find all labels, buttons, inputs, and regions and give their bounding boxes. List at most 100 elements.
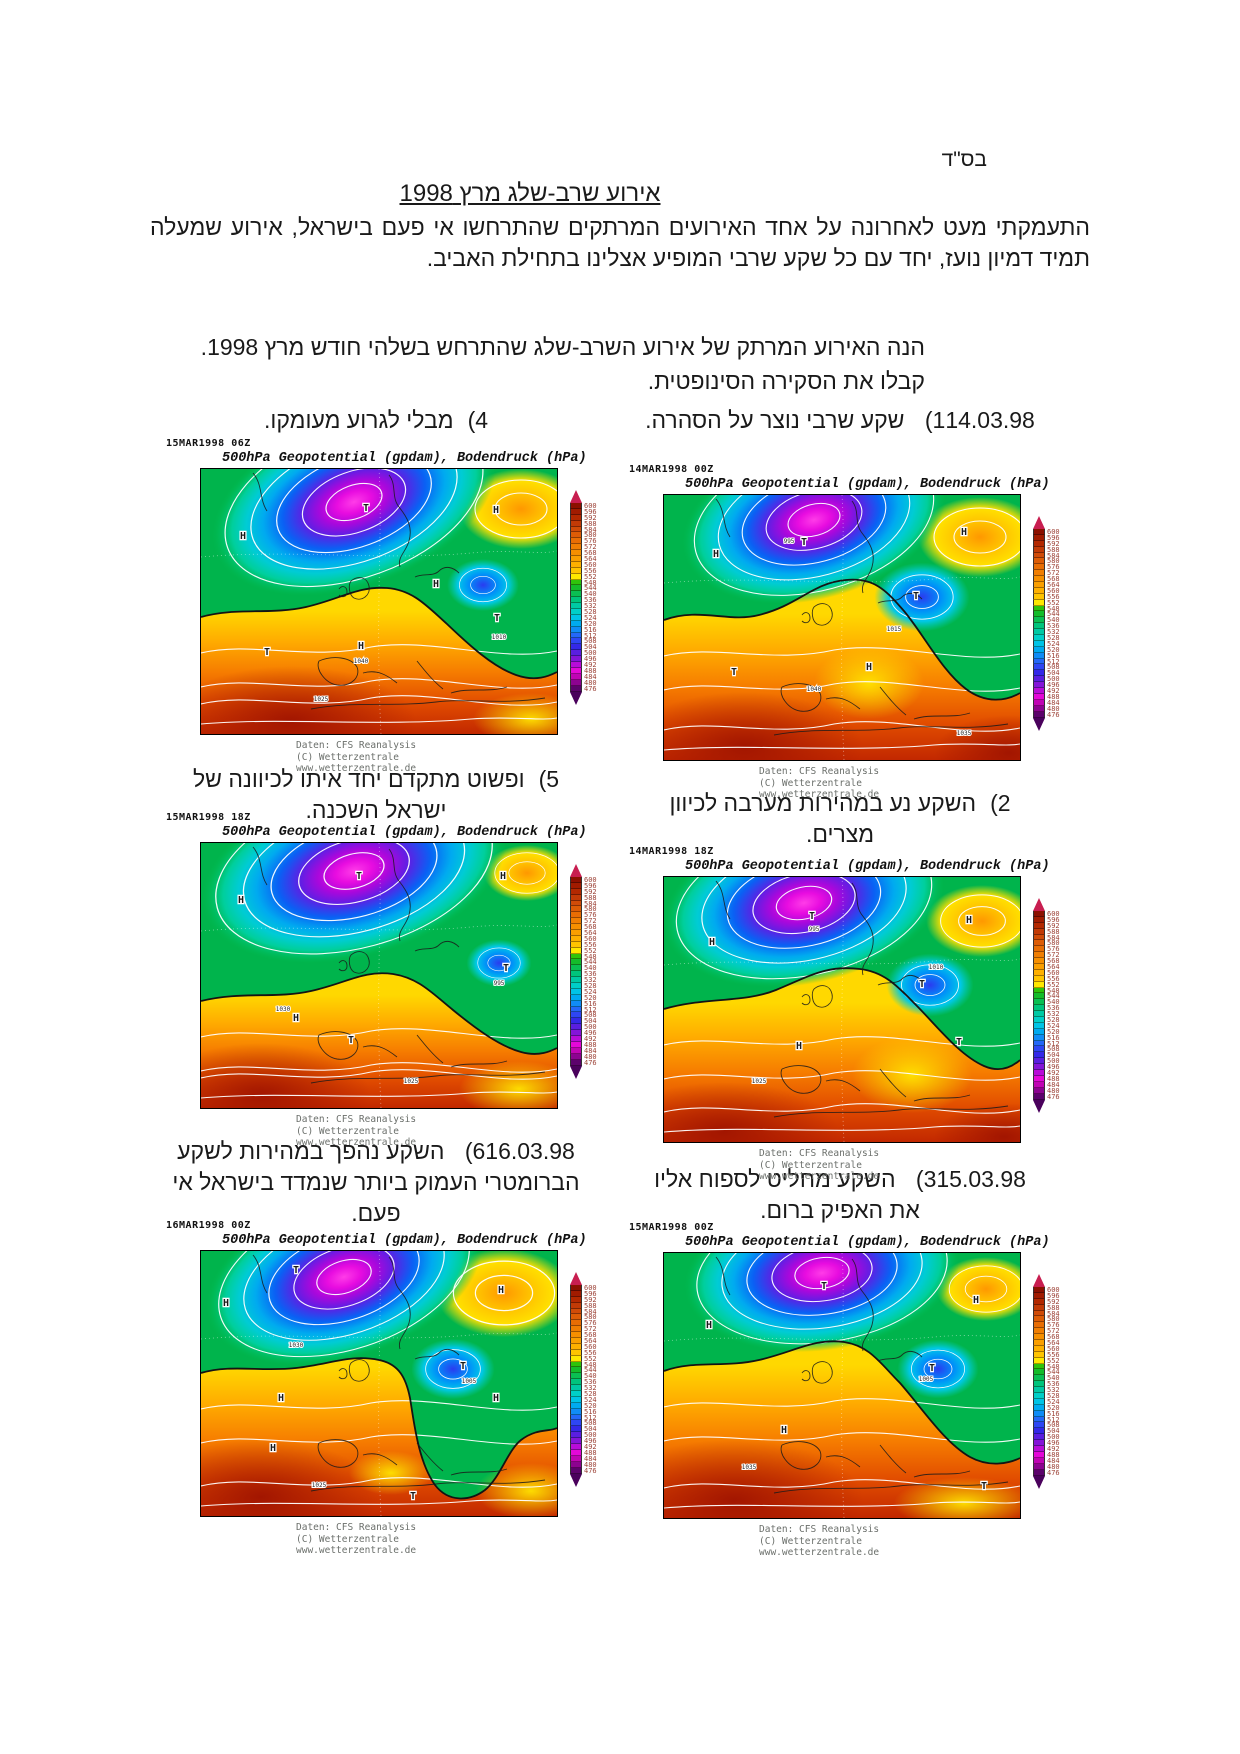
- colorbar-row: 568: [570, 550, 630, 557]
- colorbar-label: 492: [584, 1443, 597, 1451]
- colorbar-label: 600: [1047, 909, 1060, 918]
- map-marker-label: 1035: [957, 730, 972, 737]
- colorbar-label: 552: [584, 572, 597, 581]
- colorbar-label: 508: [584, 1011, 597, 1020]
- colorbar-row: 564: [570, 555, 630, 562]
- colorbar-row: 536: [570, 1379, 630, 1386]
- map-caption-line-3: www.wetterzentrale.de: [296, 1545, 417, 1556]
- colorbar-swatch: [570, 1302, 582, 1309]
- colorbar-row: 556: [1033, 1351, 1093, 1358]
- colorbar-swatch: [570, 983, 582, 989]
- colorbar-swatch: [1033, 1005, 1045, 1012]
- colorbar-swatch: [1033, 1410, 1045, 1417]
- colorbar-swatch: [570, 1332, 582, 1339]
- map-marker-label: 1025: [312, 1482, 327, 1489]
- colorbar-label: 564: [584, 1336, 597, 1345]
- weather-map: H T H T H T 1040 1015 995 1035: [663, 494, 1021, 761]
- colorbar-label: 504: [1047, 1427, 1060, 1436]
- colorbar-swatch: [1033, 699, 1045, 706]
- colorbar-label: 556: [584, 566, 597, 575]
- map-marker-label: T: [919, 979, 925, 990]
- colorbar-swatch: [570, 556, 582, 562]
- colorbar-row: 580: [1033, 940, 1093, 947]
- colorbar-row: 552: [570, 947, 630, 954]
- colorbar-row: 516: [570, 1000, 630, 1007]
- colorbar-swatch: [570, 1385, 582, 1392]
- colorbar-label: 584: [1047, 551, 1060, 560]
- colorbar-row: 580: [570, 532, 630, 539]
- colorbar-row: 512: [570, 1414, 630, 1421]
- map-marker-label: 1035: [742, 1464, 757, 1471]
- weather-map: H T H H T T H 1040 1010 1025: [200, 468, 558, 735]
- colorbar-label: 532: [584, 976, 597, 985]
- colorbar-label: 484: [1047, 1080, 1060, 1089]
- colorbar-row: 600: [1033, 1286, 1093, 1293]
- weather-map: H T H T H T 1035 1005: [663, 1252, 1021, 1519]
- colorbar-label: 536: [1047, 622, 1060, 631]
- colorbar-swatch: [1033, 558, 1045, 565]
- colorbar-label: 576: [584, 1319, 597, 1328]
- colorbar-row: 548: [570, 953, 630, 960]
- colorbar-row: 600: [570, 502, 630, 509]
- weather-map-image: H T H H T T H 1040 1010 1025: [200, 468, 558, 735]
- colorbar-row: 572: [1033, 952, 1093, 959]
- map-marker-label: H: [500, 871, 506, 882]
- map-marker-label: 995: [494, 980, 505, 987]
- colorbar-swatch: [1033, 711, 1045, 718]
- colorbar-label: 544: [584, 584, 597, 593]
- colorbar-row: 580: [570, 906, 630, 913]
- colorbar-row: 508: [570, 1011, 630, 1020]
- weather-map-image: H T H T H T 1040 1015 995 1035: [663, 494, 1021, 761]
- colorbar-label: 568: [584, 1331, 597, 1340]
- colorbar-row: 484: [570, 673, 630, 680]
- colorbar-row: 488: [1033, 693, 1093, 700]
- colorbar-label: 556: [584, 1348, 597, 1357]
- colorbar-swatch: [570, 644, 582, 651]
- colorbar-swatch: [570, 1314, 582, 1321]
- colorbar-row: 560: [1033, 969, 1093, 976]
- colorbar-swatch: [570, 673, 582, 680]
- map-caption-line-1: Daten: CFS Reanalysis: [296, 1114, 417, 1125]
- colorbar-arrow-up-icon: [570, 1272, 582, 1285]
- colorbar-row: 544: [1033, 1369, 1093, 1376]
- colorbar-label: 556: [584, 940, 597, 949]
- colorbar-row: 592: [1033, 1298, 1093, 1305]
- colorbar-row: 584: [570, 526, 630, 533]
- colorbar-row: 568: [1033, 1334, 1093, 1341]
- colorbar-row: 532: [1033, 1011, 1093, 1018]
- map-caption: Daten: CFS Reanalysis (C) Wetterzentrale…: [296, 1522, 416, 1557]
- colorbar-swatch: [570, 1041, 582, 1048]
- map-marker-label: H: [966, 915, 972, 926]
- colorbar-swatch: [1033, 952, 1045, 959]
- weather-map-image: H T H T H T 1035 1005: [663, 1252, 1021, 1519]
- colorbar-swatch: [570, 1426, 582, 1433]
- colorbar-row: 476: [570, 685, 630, 692]
- colorbar-swatch: [570, 1420, 582, 1427]
- colorbar-label: 572: [1047, 1327, 1060, 1336]
- colorbar-swatch: [1033, 593, 1045, 600]
- colorbar-label: 504: [584, 1425, 597, 1434]
- colorbar-row: 516: [570, 1408, 630, 1415]
- colorbar-row: 588: [570, 894, 630, 901]
- colorbar-row: 580: [1033, 1316, 1093, 1323]
- colorbar-row: 540: [1033, 999, 1093, 1006]
- colorbar-row: 476: [570, 1059, 630, 1066]
- colorbar-row: 504: [1033, 670, 1093, 677]
- colorbar-swatch: [1033, 1434, 1045, 1441]
- colorbar-swatch: [1033, 582, 1045, 588]
- colorbar-label: 488: [584, 1040, 597, 1049]
- colorbar-swatch: [1033, 635, 1045, 641]
- colorbar-row: 532: [570, 1385, 630, 1392]
- colorbar-label: 564: [1047, 1338, 1060, 1347]
- colorbar-swatch: [570, 1059, 582, 1066]
- map-colorbar: 600 596 592 588 584: [570, 1272, 630, 1487]
- colorbar-swatch: [1033, 546, 1045, 553]
- colorbar-label: 584: [1047, 933, 1060, 942]
- colorbar-row: 556: [570, 940, 630, 949]
- colorbar-label: 512: [1047, 1039, 1060, 1048]
- colorbar-label: 508: [584, 1419, 597, 1428]
- colorbar-swatch: [1033, 623, 1045, 630]
- map-marker-label: T: [801, 537, 807, 548]
- colorbar-row: 500: [1033, 676, 1093, 683]
